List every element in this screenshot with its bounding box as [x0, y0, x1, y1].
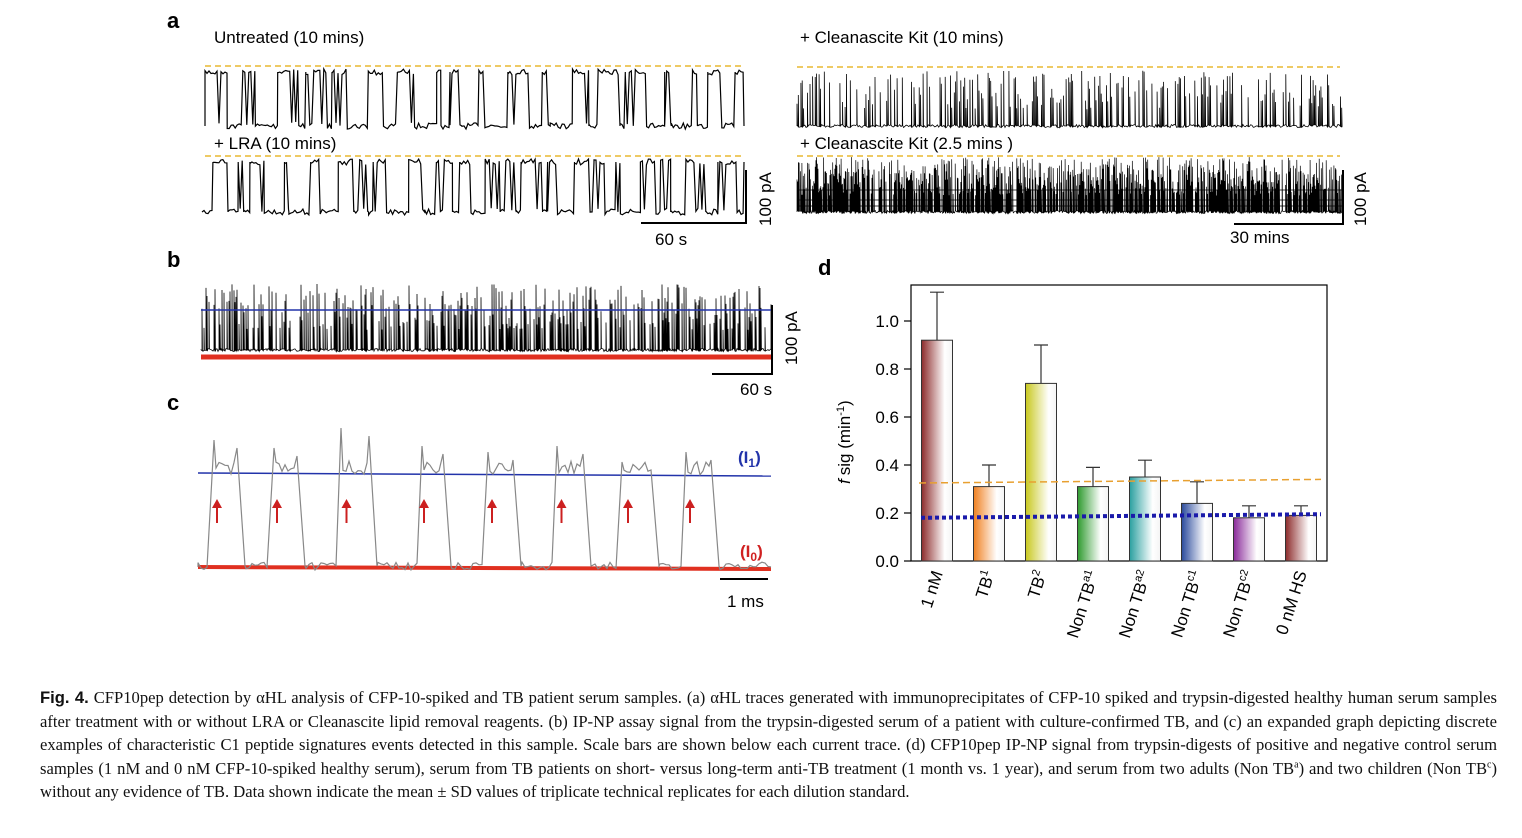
- y-ticks: 0.0 0.2 0.4 0.6 0.8 1.0: [875, 312, 911, 571]
- trace-expanded-events: [197, 427, 772, 572]
- trace-tb-patient: [200, 283, 772, 353]
- plot-frame: [910, 284, 1328, 562]
- y-tick-label: 0.0: [875, 552, 899, 571]
- y-tick-label: 0.4: [875, 456, 899, 475]
- trace-label-cleanascite-2-5: + Cleanascite Kit (2.5 mins ): [800, 134, 1013, 153]
- x-category-label: 1 nM: [917, 568, 947, 610]
- trace-cleanascite-2-5: [796, 157, 1343, 215]
- bar: [1077, 486, 1109, 562]
- trace-label-untreated: Untreated (10 mins): [214, 28, 364, 47]
- event-arrow-head: [487, 499, 497, 508]
- error-bar: [1242, 505, 1256, 518]
- caption-sup-a: a: [1294, 759, 1299, 771]
- x-category-label: TB1: [971, 568, 999, 601]
- panel-c-letter: c: [167, 390, 179, 415]
- caption-text-1: CFP10pep detection by αHL analysis of CF…: [40, 688, 1497, 778]
- event-arrow-head: [685, 499, 695, 508]
- bar: [1285, 514, 1317, 562]
- panel-b-letter: b: [167, 247, 180, 272]
- scale-time-a-right: 30 mins: [1230, 228, 1290, 247]
- error-bar: [1034, 344, 1048, 384]
- event-arrow-head: [623, 499, 633, 508]
- bar: [1233, 517, 1265, 562]
- y-tick-label: 0.6: [875, 408, 899, 427]
- scale-time-b: 60 s: [740, 380, 772, 399]
- error-bar: [1086, 466, 1100, 487]
- panel-d-letter: d: [818, 255, 831, 280]
- trace-label-lra: + LRA (10 mins): [214, 134, 336, 153]
- bar: [1129, 476, 1161, 562]
- figure-caption: Fig. 4. CFP10pep detection by αHL analys…: [40, 686, 1497, 804]
- x-labels: 1 nM TB1 TB2 Non TBa1 Non TBa2 Non TBc1 Non TB…: [917, 568, 1311, 640]
- bar: [921, 339, 953, 562]
- scale-current-a-right: 100 pA: [1351, 171, 1370, 226]
- level-i0-label: (I0): [740, 542, 763, 564]
- caption-text-2: ) and two children (Non TB: [1298, 758, 1488, 778]
- panel-a-letter: a: [167, 8, 180, 33]
- error-bar: [982, 464, 996, 487]
- figure-canvas: a Untreated (10 mins) + Cleanascite Kit …: [167, 8, 1370, 640]
- x-category-label: TB2: [1023, 568, 1051, 601]
- scale-current-b: 100 pA: [782, 310, 801, 365]
- event-arrow-head: [272, 499, 282, 508]
- error-bar: [1138, 459, 1152, 477]
- bar: [1181, 502, 1213, 562]
- event-arrows: [212, 499, 695, 523]
- caption-label: Fig. 4.: [40, 688, 89, 707]
- error-bar: [930, 291, 944, 341]
- event-arrow-head: [212, 499, 222, 508]
- trace-untreated: [204, 66, 745, 131]
- x-category-label: Non TBa1: [1062, 568, 1103, 640]
- y-tick-label: 0.2: [875, 504, 899, 523]
- level-i1-label: (I1): [738, 448, 761, 470]
- bars: [921, 291, 1317, 562]
- event-arrow-head: [341, 499, 352, 508]
- event-arrow-head: [419, 499, 429, 508]
- trace-cleanascite-10: [796, 70, 1343, 129]
- event-arrow-head: [556, 499, 567, 508]
- y-axis-label: fsig (min-1): [835, 400, 854, 484]
- error-bar: [1190, 481, 1204, 504]
- caption-sup-c: c: [1487, 759, 1492, 771]
- x-category-label: Non TBa2: [1114, 568, 1155, 640]
- x-category-label: Non TBc1: [1166, 568, 1206, 640]
- bar: [973, 486, 1005, 562]
- threshold-line-orange: [918, 478, 1322, 484]
- y-tick-label: 1.0: [875, 312, 899, 331]
- trace-label-cleanascite-10: + Cleanascite Kit (10 mins): [800, 28, 1004, 47]
- x-category-label: Non TBc2: [1218, 568, 1258, 640]
- scale-current-a-left: 100 pA: [756, 171, 775, 226]
- threshold-line-blue: [920, 512, 1322, 520]
- caption-text-3: ) without any evidence of TB. Data shown…: [40, 758, 1497, 802]
- bar: [1025, 382, 1057, 562]
- x-category-label: 0 nM HS: [1272, 568, 1311, 637]
- trace-lra: [201, 157, 745, 217]
- y-tick-label: 0.8: [875, 360, 899, 379]
- scale-time-c: 1 ms: [727, 592, 764, 611]
- scale-time-a-left: 60 s: [655, 230, 687, 249]
